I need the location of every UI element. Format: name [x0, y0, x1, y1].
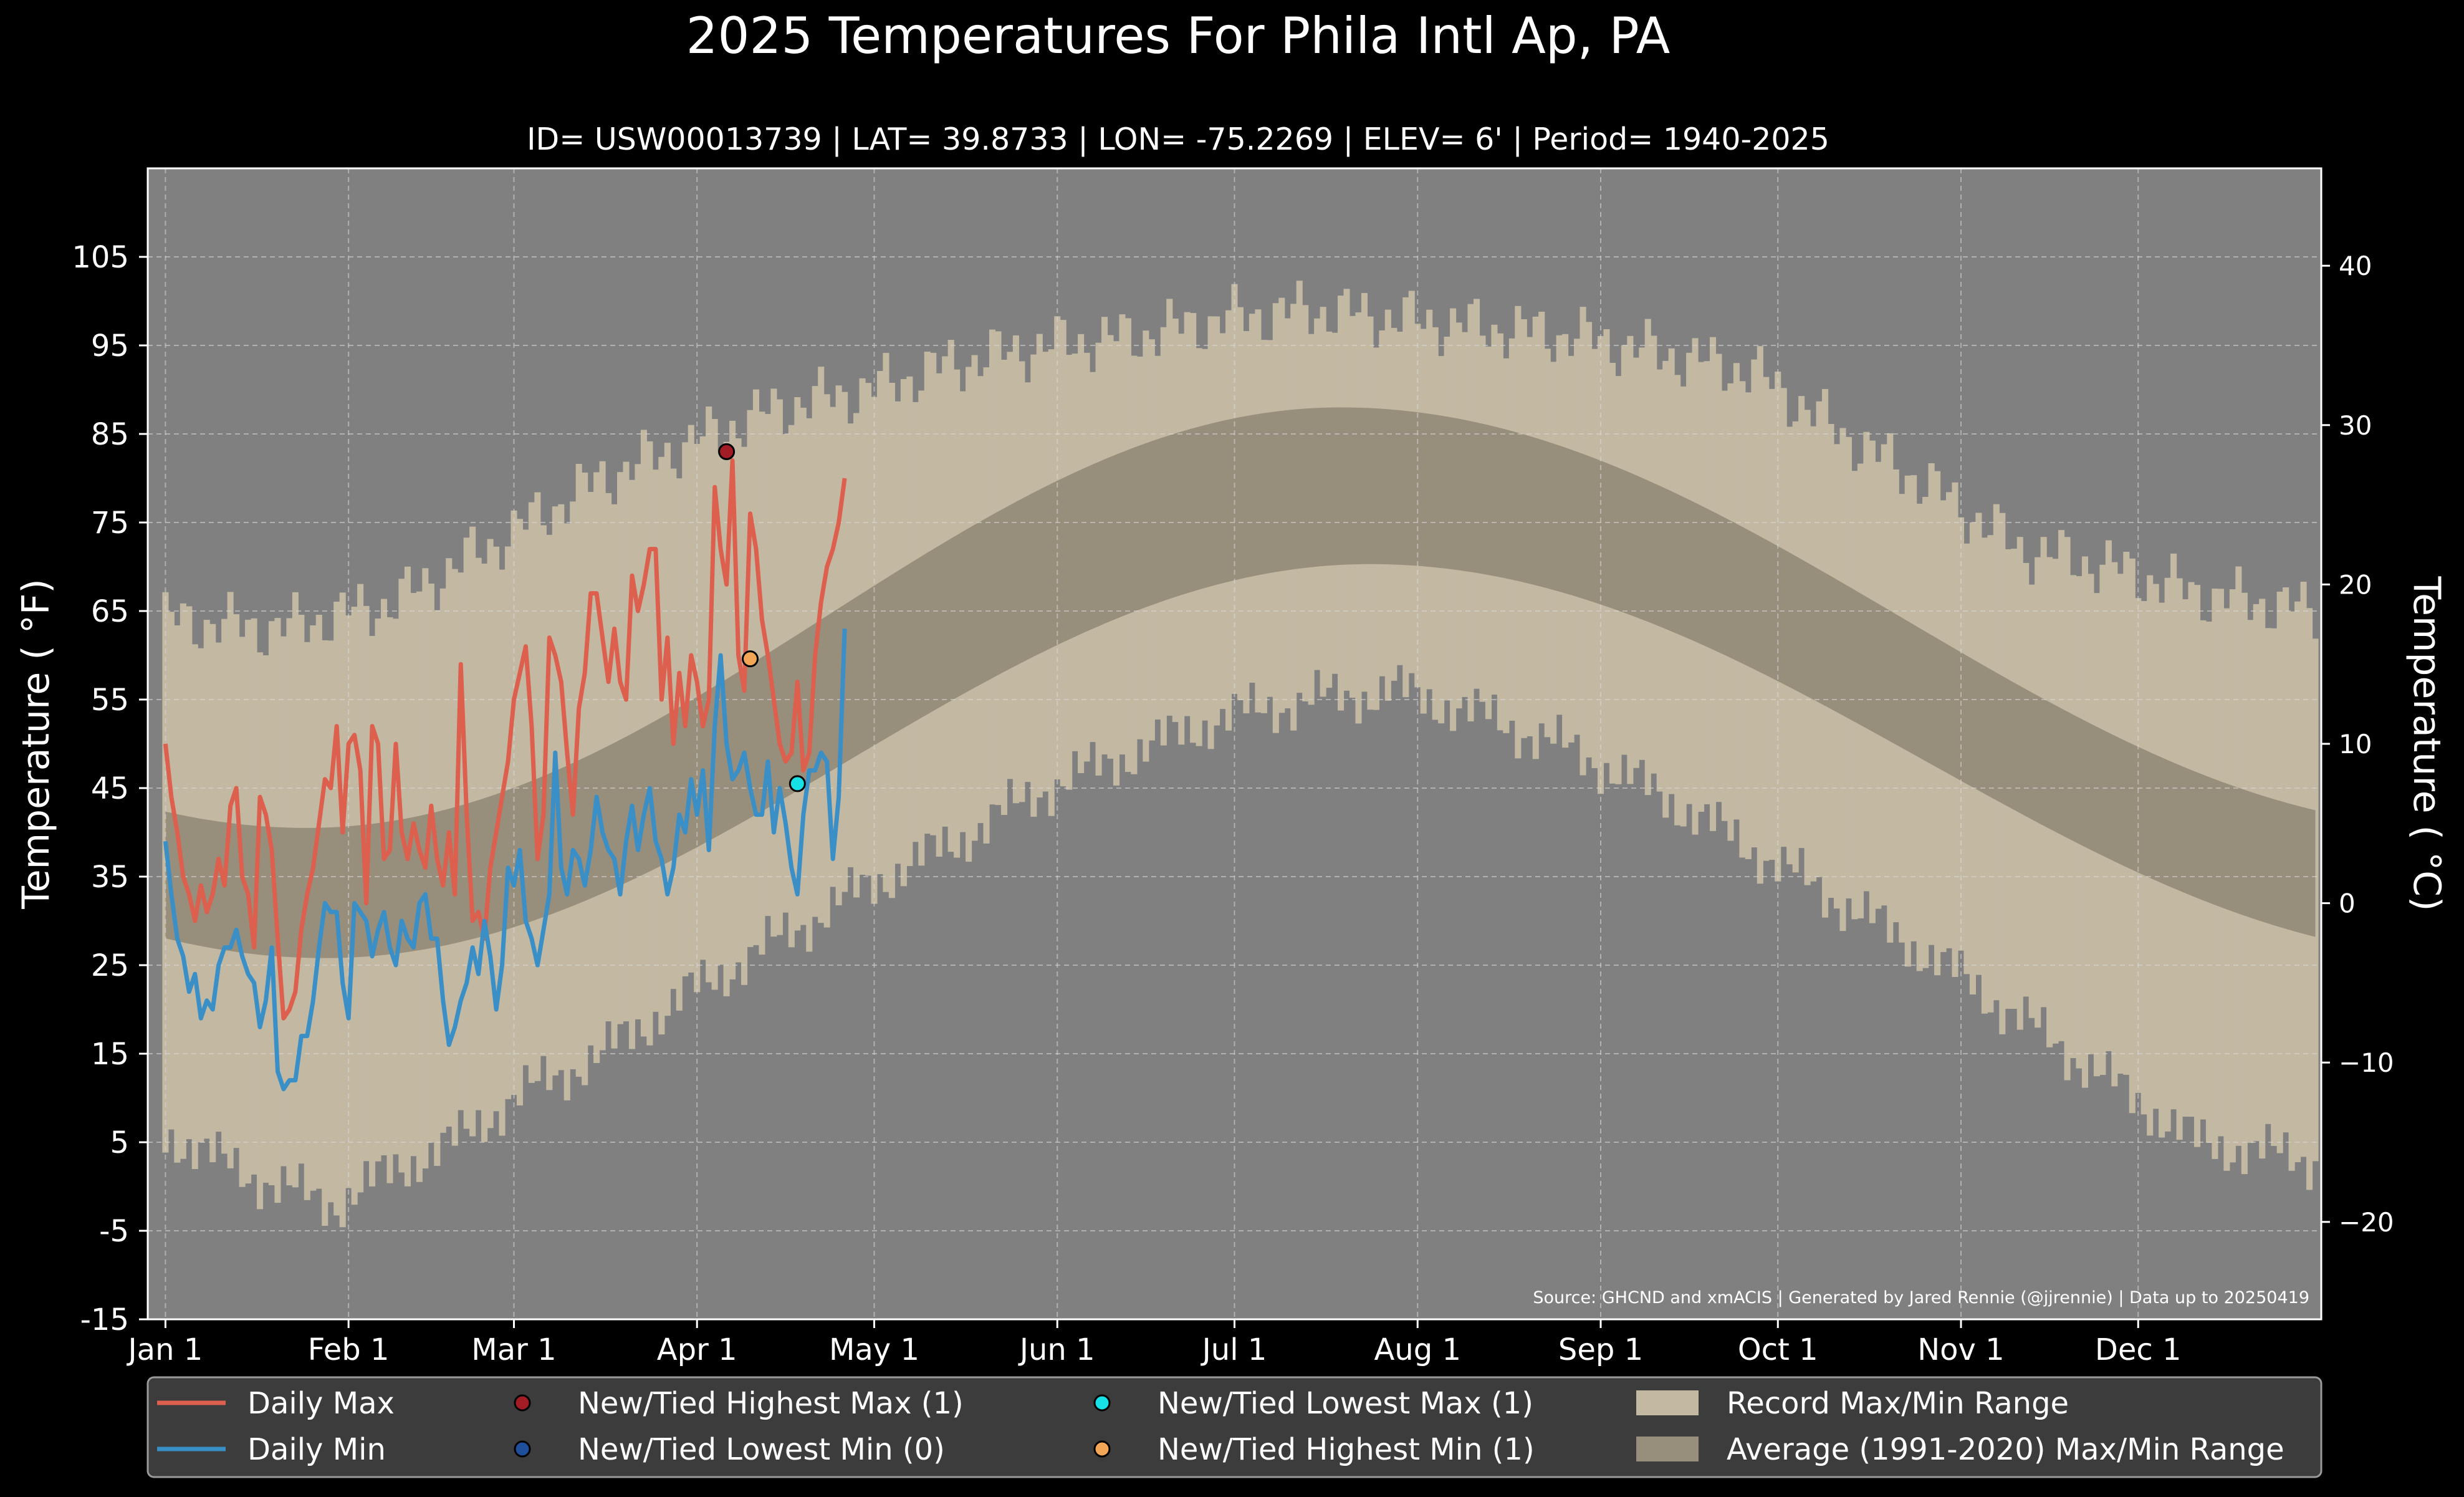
- legend-patch-swatch: [1636, 1437, 1699, 1461]
- y2-tick-label: 20: [2339, 569, 2372, 600]
- y2-tick-label: −20: [2339, 1207, 2394, 1238]
- x-tick-label: Nov 1: [1917, 1332, 2004, 1367]
- legend-dot-swatch: [1093, 1440, 1111, 1458]
- legend-label: Daily Min: [247, 1432, 386, 1467]
- y-tick-label: -15: [80, 1302, 129, 1337]
- y2-tick-label: 0: [2339, 888, 2356, 919]
- chart-subtitle: ID= USW00013739 | LAT= 39.8733 | LON= -7…: [527, 122, 1829, 157]
- legend-label: New/Tied Lowest Min (0): [578, 1432, 945, 1467]
- y2-tick-label: −10: [2339, 1047, 2394, 1078]
- y-tick-label: 105: [72, 240, 129, 275]
- grid-lines: [148, 168, 2321, 1320]
- legend-label: New/Tied Highest Max (1): [578, 1386, 964, 1421]
- y-tick-label: 55: [91, 683, 129, 718]
- plot-area: Source: GHCND and xmACIS | Generated by …: [146, 167, 2323, 1321]
- source-note: Source: GHCND and xmACIS | Generated by …: [1533, 1288, 2309, 1307]
- record-point: [718, 443, 736, 460]
- y-tick-label: 5: [110, 1125, 129, 1160]
- x-tick-label: May 1: [829, 1332, 919, 1367]
- x-tick-label: Dec 1: [2095, 1332, 2182, 1367]
- record-point: [742, 650, 759, 668]
- legend-label: New/Tied Lowest Max (1): [1158, 1386, 1533, 1421]
- y2-axis-label: Temperature ( °C): [2405, 576, 2448, 912]
- daily-min-line: [163, 628, 847, 1092]
- y-tick-label: 45: [91, 771, 129, 806]
- y-tick-label: 35: [91, 860, 129, 895]
- legend-dot-swatch: [514, 1394, 531, 1412]
- x-tick-label: Oct 1: [1738, 1332, 1818, 1367]
- y-tick-label: -5: [99, 1214, 129, 1249]
- record-bar: [688, 425, 694, 973]
- x-tick-label: Jul 1: [1201, 1332, 1267, 1367]
- x-axis: Jan 1 Feb 1 Mar 1 Apr 1 May 1 Jun 1 Jul 1 Aug 1…: [127, 1319, 2182, 1367]
- record-points: [718, 443, 806, 792]
- legend-dot-swatch: [514, 1440, 531, 1458]
- x-tick-label: Mar 1: [471, 1332, 556, 1367]
- legend-patch-swatch: [1636, 1390, 1699, 1415]
- y-tick-label: 15: [91, 1037, 129, 1072]
- legend-label: Daily Max: [247, 1386, 395, 1421]
- y-tick-label: 85: [91, 417, 129, 452]
- y2-tick-label: 10: [2339, 729, 2372, 759]
- chart-title: 2025 Temperatures For Phila Intl Ap, PA: [686, 7, 1671, 65]
- y-tick-label: 65: [91, 594, 129, 629]
- x-tick-label: Aug 1: [1374, 1332, 1461, 1367]
- y-tick-label: 95: [91, 329, 129, 363]
- legend-dot-swatch: [1093, 1394, 1111, 1412]
- record-point: [789, 775, 806, 792]
- legend-label: Record Max/Min Range: [1727, 1386, 2069, 1421]
- legend-label: Average (1991-2020) Max/Min Range: [1727, 1432, 2284, 1467]
- x-tick-label: Jun 1: [1018, 1332, 1095, 1367]
- x-tick-label: Sep 1: [1558, 1332, 1643, 1367]
- daily-max-line: [163, 458, 847, 1021]
- y2-tick-label: 30: [2339, 410, 2372, 441]
- y-tick-label: 25: [91, 948, 129, 983]
- legend-label: New/Tied Highest Min (1): [1158, 1432, 1535, 1467]
- legend-box: [146, 1376, 2323, 1478]
- x-tick-label: Feb 1: [308, 1332, 390, 1367]
- y-axis-label: Temperature ( °F): [14, 579, 58, 910]
- y2-tick-label: 40: [2339, 251, 2372, 281]
- legend: Daily Max Daily Min New/Tied Highest Max (…: [146, 1376, 2323, 1478]
- y-axis-left: -15 -5 5 15 25 35 45 55 65 75 85 95 105: [72, 240, 148, 1337]
- average-range-band: [165, 407, 2316, 958]
- x-tick-label: Apr 1: [657, 1332, 737, 1367]
- x-tick-label: Jan 1: [127, 1332, 203, 1367]
- y-axis-right: −20 −10 0 10 20 30 40: [2321, 251, 2394, 1238]
- y-tick-label: 75: [91, 506, 129, 541]
